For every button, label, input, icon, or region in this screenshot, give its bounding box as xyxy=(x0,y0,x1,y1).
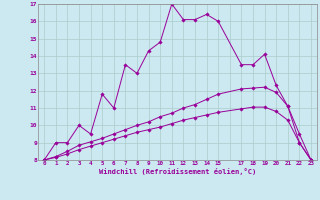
X-axis label: Windchill (Refroidissement éolien,°C): Windchill (Refroidissement éolien,°C) xyxy=(99,168,256,175)
